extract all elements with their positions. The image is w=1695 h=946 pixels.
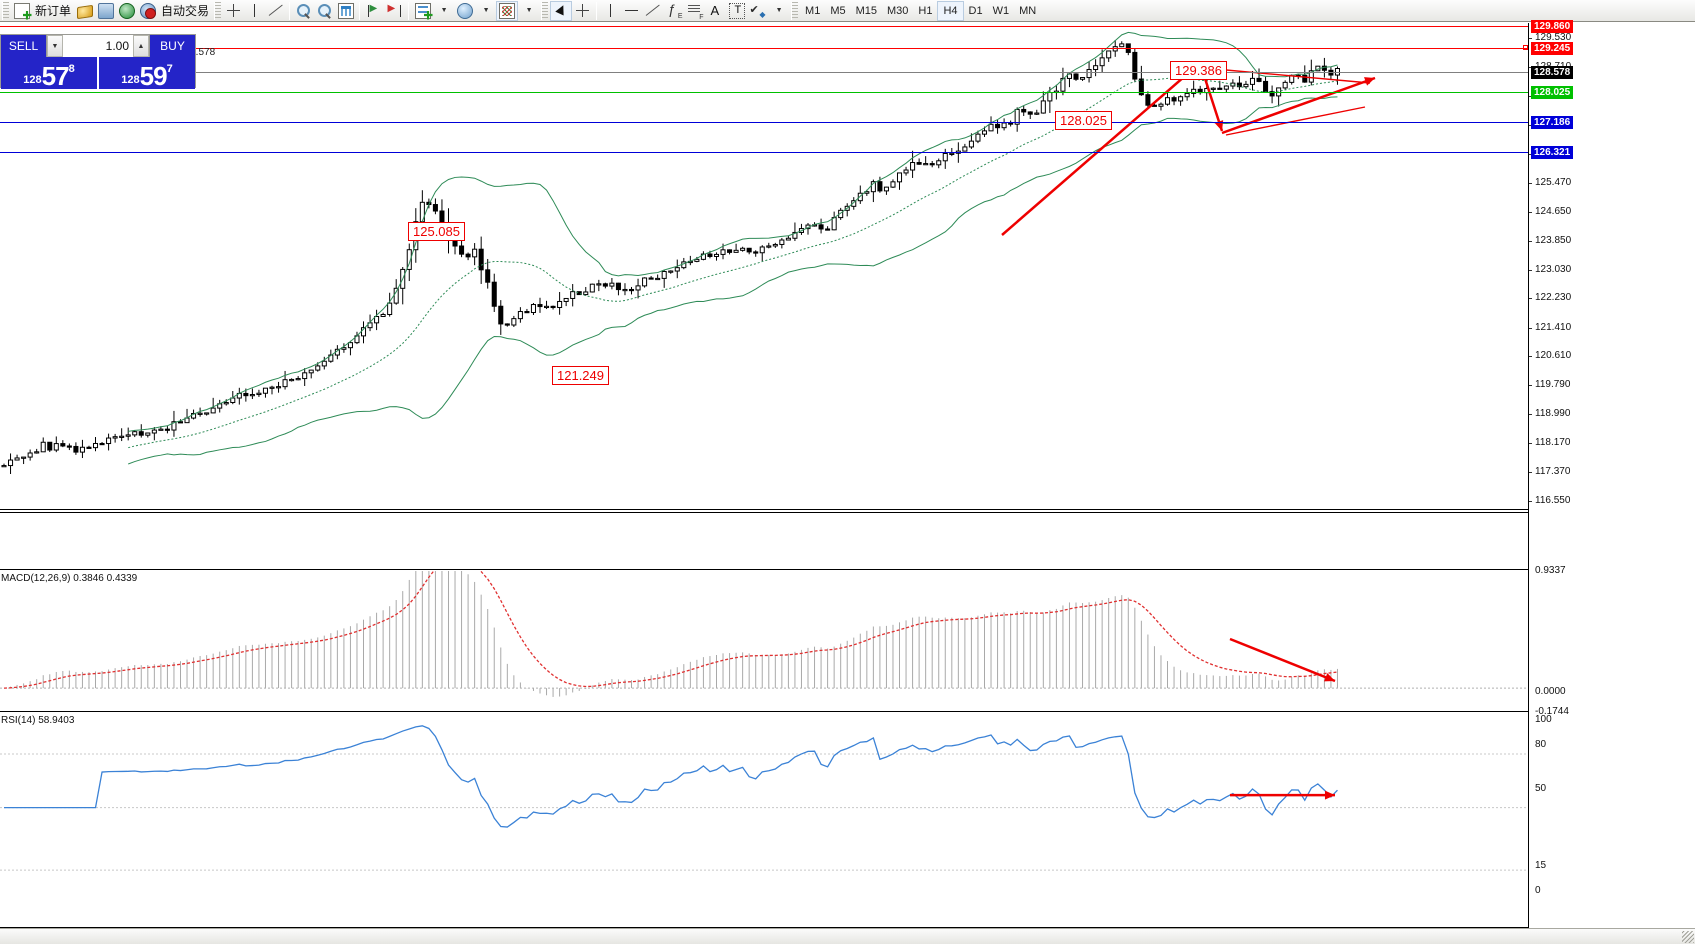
timeframe-h1[interactable]: H1	[918, 4, 933, 17]
status-bar	[0, 928, 1695, 944]
price-level-line	[0, 26, 1528, 28]
price-label-level: 127.186	[1531, 115, 1574, 129]
auto-trading-label[interactable]: 自动交易	[161, 4, 210, 18]
arrows-dropdown-arrow-icon[interactable]: ▼	[775, 7, 783, 14]
price-pane[interactable]	[0, 23, 1528, 510]
price-annotation: 125.085	[408, 222, 465, 241]
new-order-label[interactable]: 新订单	[35, 4, 72, 18]
rsi-pane[interactable]	[0, 713, 1528, 904]
timeframe-m5[interactable]: M5	[830, 4, 846, 17]
toolbar-grip-2[interactable]	[214, 1, 222, 20]
indicator-dropdown-arrow-icon[interactable]: ▼	[525, 7, 533, 14]
fibo-expansion-icon[interactable]	[663, 1, 684, 21]
volume-decrement-button[interactable]: ▼	[47, 35, 63, 57]
chart-line-icon[interactable]	[496, 0, 519, 21]
pane-separator	[0, 711, 1528, 712]
rsi-label: RSI(14) 58.9403	[1, 715, 75, 726]
macd-label: MACD(12,26,9) 0.3846 0.4339	[1, 573, 138, 584]
toolbar-grip-3[interactable]	[541, 1, 549, 20]
candlestick-chart-icon[interactable]	[244, 1, 265, 21]
volume-value[interactable]: 1.00	[63, 35, 133, 57]
price-chart-svg	[1, 31, 1376, 474]
clock-dropdown-arrow-icon[interactable]: ▼	[482, 7, 490, 14]
zoom-in-icon[interactable]	[293, 1, 314, 21]
price-level-line	[0, 91, 1528, 93]
timeframe-d1[interactable]: D1	[968, 4, 983, 17]
price-scale[interactable]: 129.530128.710127.910127.090126.270125.4…	[1523, 20, 1695, 944]
gold-bar-icon[interactable]	[74, 1, 95, 21]
volume-increment-button[interactable]: ▲	[133, 35, 149, 57]
timeframe-m15[interactable]: M15	[855, 4, 877, 17]
price-label-ask-line: 129.245	[1531, 42, 1574, 56]
buy-price[interactable]: 128 59 7	[97, 57, 195, 89]
step-forward-icon[interactable]	[363, 1, 384, 21]
trendline-tool-icon[interactable]	[642, 1, 663, 21]
price-annotation: 121.249	[552, 366, 609, 385]
chart-area[interactable]: USDJPY-,H4 128.701 128.923 128.420 128.5…	[0, 20, 1695, 946]
line-chart-icon[interactable]	[265, 1, 286, 21]
volume-field[interactable]: ▼ 1.00 ▲	[46, 35, 150, 57]
price-annotation: 129.386	[1170, 61, 1227, 80]
new-order-icon[interactable]	[11, 1, 32, 21]
cursor-icon[interactable]	[550, 0, 573, 21]
terminal-icon[interactable]	[95, 1, 116, 21]
buy-button[interactable]: BUY	[150, 35, 195, 57]
price-label-support-level: 128.025	[1531, 85, 1574, 99]
toolbar-grip-4[interactable]	[791, 1, 799, 20]
macd-pane[interactable]	[0, 571, 1528, 712]
template-dropdown-arrow-icon[interactable]: ▼	[440, 7, 448, 14]
fibo-fan-icon[interactable]	[684, 1, 705, 21]
sell-price[interactable]: 128 57 8	[1, 57, 97, 89]
arrows-icon[interactable]	[747, 1, 768, 21]
timeframe-m30[interactable]: M30	[887, 4, 909, 17]
resize-grip-icon[interactable]	[1682, 931, 1694, 943]
price-level-line	[0, 48, 1528, 50]
one-click-trading-panel[interactable]: SELL ▼ 1.00 ▲ BUY 128 57 8 128 59 7	[0, 34, 196, 89]
pane-separator	[0, 927, 1528, 928]
rsi-chart-svg	[0, 725, 1528, 871]
template-add-icon[interactable]	[412, 1, 433, 21]
price-annotation: 128.025	[1055, 111, 1112, 130]
vline-tool-icon[interactable]	[600, 1, 621, 21]
price-level-line	[0, 121, 1528, 123]
pane-separator	[0, 512, 1528, 513]
pane-separator	[0, 509, 1528, 510]
text-icon[interactable]	[705, 1, 726, 21]
zoom-out-icon[interactable]	[314, 1, 335, 21]
clock-icon[interactable]	[454, 1, 475, 21]
price-label-last-price: 128.578	[1531, 65, 1574, 79]
pane-separator	[0, 569, 1528, 570]
price-label-level: 126.321	[1531, 146, 1574, 160]
price-level-line	[0, 152, 1528, 154]
main-toolbar[interactable]: 新订单 自动交易 ▼ ▼ ▼ ▼ M1 M5 M15 M30 H1 H4 D1 W1 MN	[0, 0, 1695, 22]
timeframe-w1[interactable]: W1	[992, 4, 1010, 17]
toolbar-grip[interactable]	[2, 1, 9, 20]
step-back-icon[interactable]	[384, 1, 405, 21]
grid-icon[interactable]	[335, 1, 356, 21]
macd-chart-svg	[0, 571, 1528, 697]
bar-chart-icon[interactable]	[223, 1, 244, 21]
ask-marker	[1523, 45, 1528, 51]
sell-button[interactable]: SELL	[1, 35, 46, 57]
timeframe-m1[interactable]: M1	[805, 4, 821, 17]
timeframe-group[interactable]: M1 M5 M15 M30 H1 H4 D1 W1 MN	[800, 0, 1041, 21]
crosshair-tool-icon[interactable]	[572, 1, 593, 21]
hline-tool-icon[interactable]	[621, 1, 642, 21]
globe-icon[interactable]	[116, 1, 137, 21]
text-label-icon[interactable]	[726, 1, 747, 21]
timeframe-mn[interactable]: MN	[1019, 4, 1037, 17]
auto-trading-icon[interactable]	[137, 1, 158, 21]
price-label-order-level: 129.860	[1531, 20, 1574, 34]
price-level-line	[0, 71, 1528, 73]
timeframe-h4[interactable]: H4	[937, 0, 964, 21]
